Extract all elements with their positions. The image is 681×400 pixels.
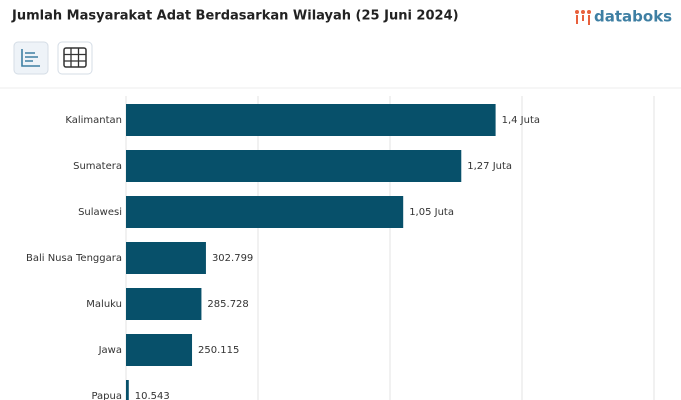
y-tick-label: Sumatera [73,161,122,172]
bar [126,104,496,136]
value-label: 285.728 [207,299,248,310]
brand-name: databoks [594,8,672,26]
value-label: 1,27 Juta [467,161,512,172]
value-label: 1,4 Juta [502,115,540,126]
y-tick-label: Papua [91,391,122,400]
y-tick-label: Kalimantan [65,115,122,126]
value-label: 10.543 [135,391,170,400]
bar [126,334,193,366]
bar [126,150,462,182]
value-label: 250.115 [198,345,239,356]
chart-title: Jumlah Masyarakat Adat Berdasarkan Wilay… [11,9,459,24]
value-label: 302.799 [212,253,253,264]
y-tick-label: Jawa [98,345,122,356]
brand-logo: databoks [575,8,672,26]
bar [126,288,202,320]
chart-view-button[interactable] [13,41,49,75]
value-label: 1,05 Juta [409,207,454,218]
bar [126,242,206,274]
y-tick-label: Bali Nusa Tenggara [26,253,122,264]
bar [126,196,404,228]
table-view-button[interactable] [57,41,93,75]
y-tick-label: Sulawesi [78,207,122,218]
bar [126,380,129,400]
y-tick-label: Maluku [86,299,122,310]
